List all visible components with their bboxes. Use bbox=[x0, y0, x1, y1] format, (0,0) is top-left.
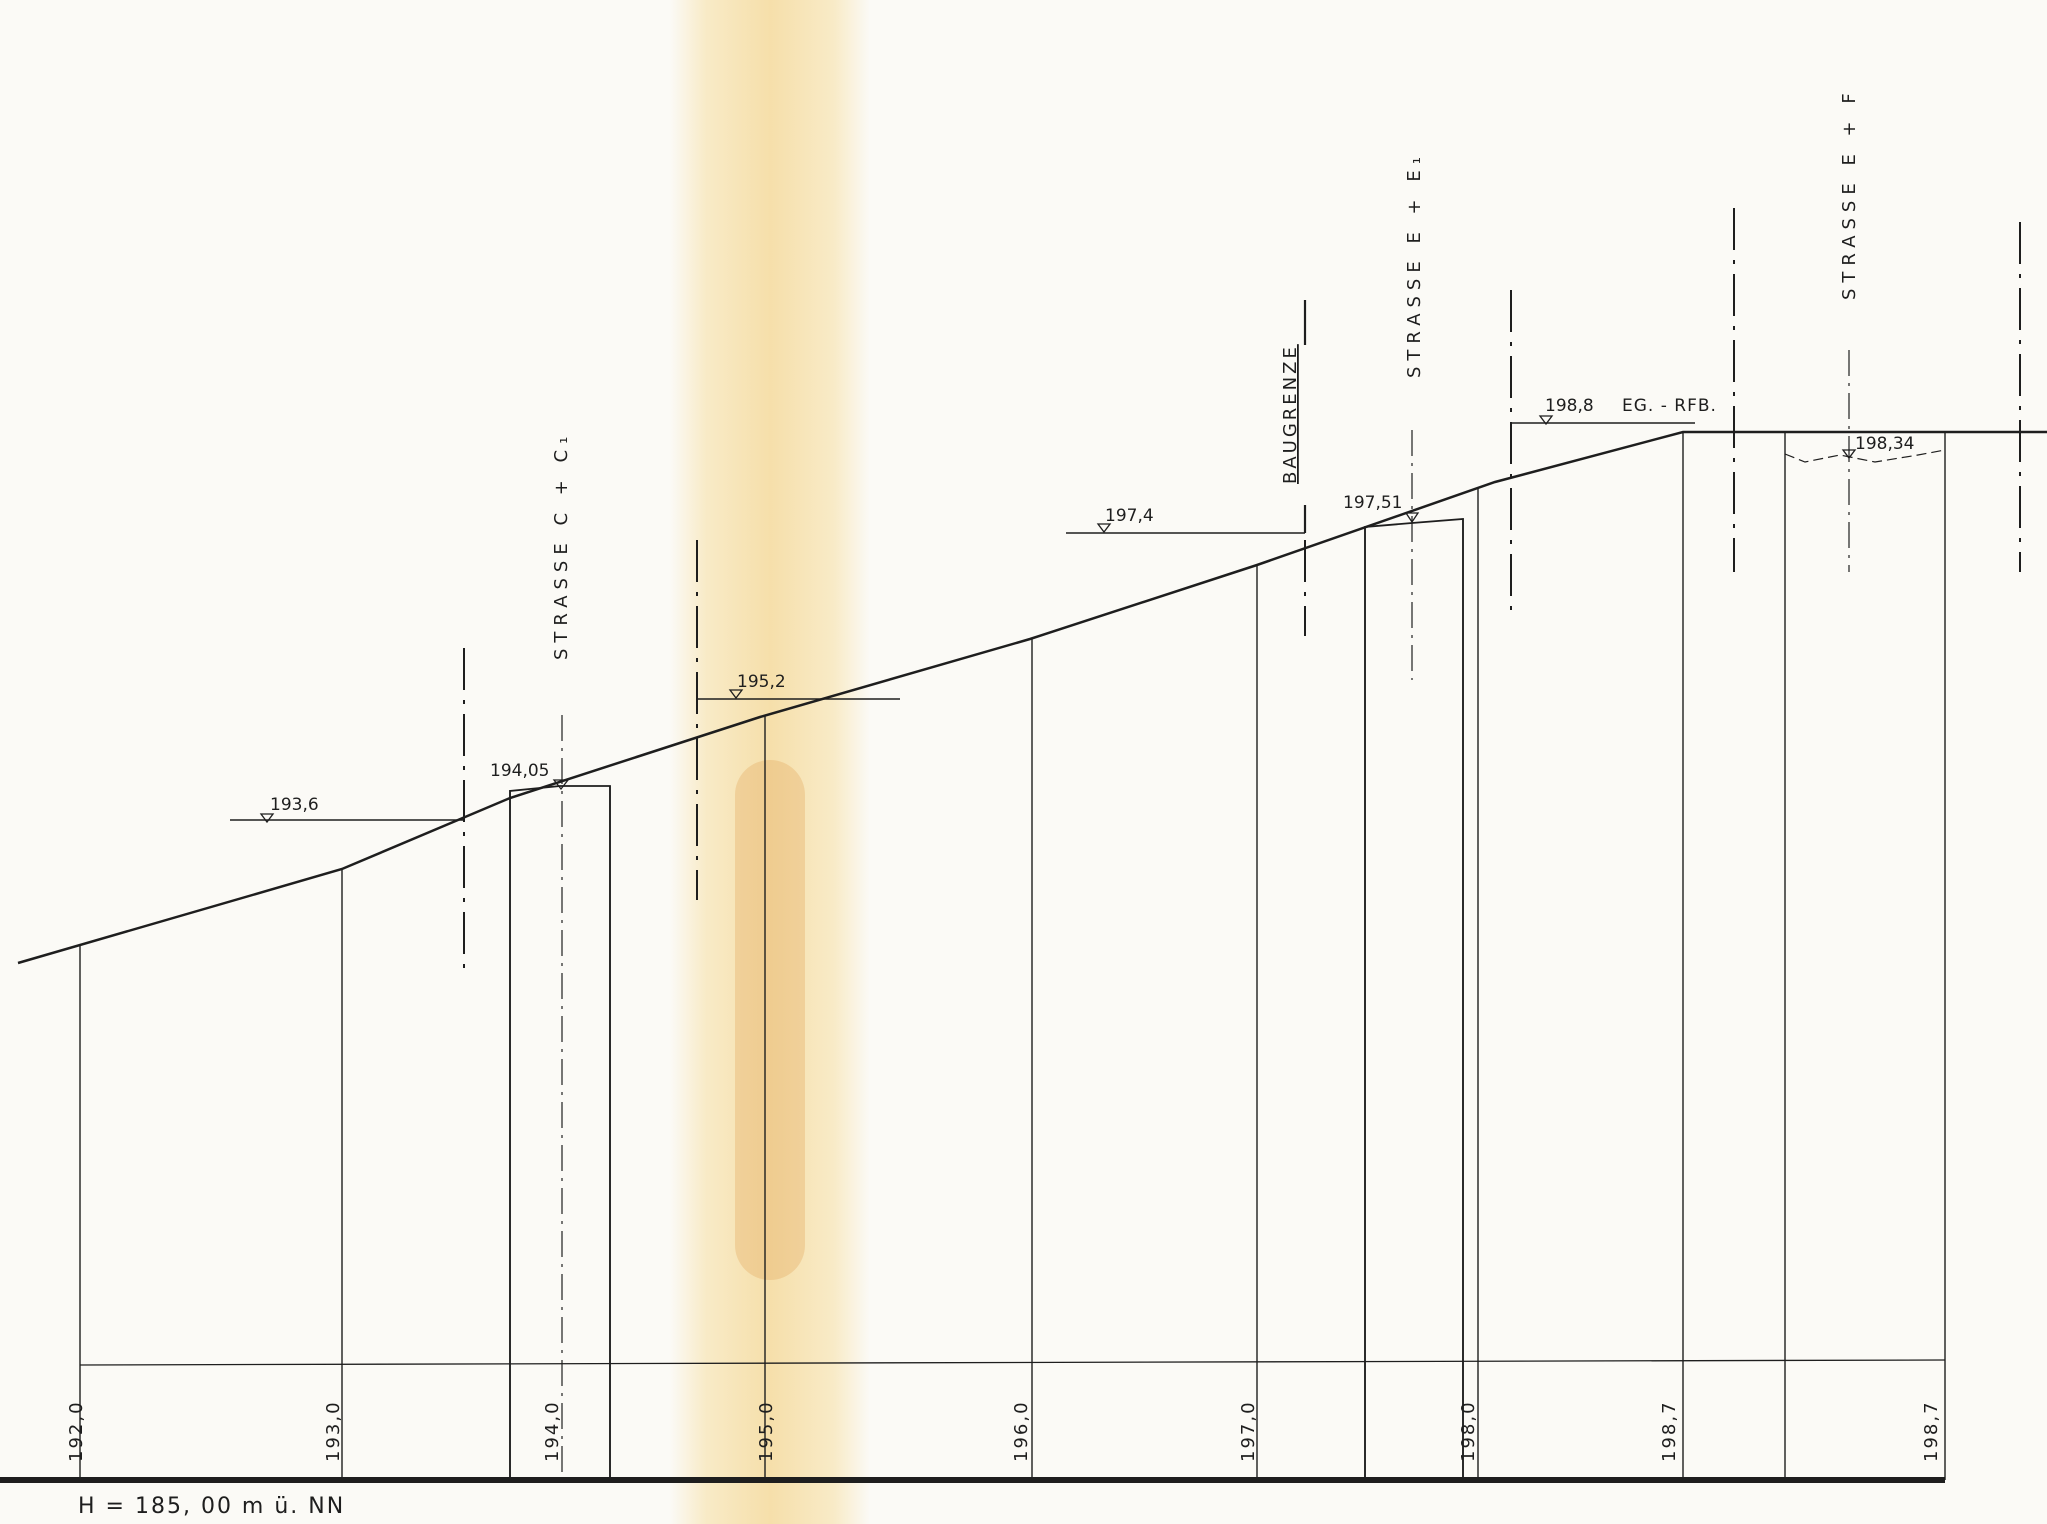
building-outline-e bbox=[1364, 518, 1464, 1480]
elevation-triangles bbox=[259, 415, 1857, 824]
elevation-label: 194,05 bbox=[490, 761, 549, 781]
road-surface-f bbox=[1784, 449, 1946, 463]
elevation-label: 197,51 bbox=[1343, 493, 1402, 513]
station-label: 198,7 bbox=[1921, 1400, 1942, 1462]
street-label-c: STRASSE C + C₁ bbox=[551, 431, 572, 660]
elevation-label: 197,4 bbox=[1105, 506, 1154, 526]
baugrenze-label: BAUGRENZE bbox=[1280, 344, 1301, 484]
street-label-e: STRASSE E + E₁ bbox=[1404, 151, 1425, 378]
station-label: 196,0 bbox=[1011, 1400, 1032, 1462]
elevation-label: 198,8 bbox=[1545, 396, 1594, 416]
station-label: 192,0 bbox=[66, 1400, 87, 1462]
station-label: 198,7 bbox=[1659, 1400, 1680, 1462]
paper-stain bbox=[670, 0, 870, 1524]
elevation-reference-lines bbox=[230, 422, 1695, 821]
station-label: 194,0 bbox=[542, 1400, 563, 1462]
elevation-label: 195,2 bbox=[737, 672, 786, 692]
paper-stain-core bbox=[735, 760, 805, 1280]
station-box-top bbox=[79, 1359, 1946, 1366]
floor-level-label: EG. - RFB. bbox=[1622, 396, 1717, 416]
elevation-label: 198,34 bbox=[1855, 434, 1914, 454]
station-verticals bbox=[79, 432, 1946, 1480]
street-axis-lines bbox=[561, 350, 1850, 1480]
station-label: 198,0 bbox=[1458, 1400, 1479, 1462]
building-outline-c bbox=[509, 785, 611, 1480]
station-label: 195,0 bbox=[756, 1400, 777, 1462]
station-label: 193,0 bbox=[323, 1400, 344, 1462]
terrain-profile-line bbox=[17, 430, 2047, 965]
elevation-label: 193,6 bbox=[270, 795, 319, 815]
station-label: 197,0 bbox=[1238, 1400, 1259, 1462]
street-centerlines bbox=[463, 208, 2021, 970]
datum-label: H = 185, 00 m ü. NN bbox=[78, 1494, 345, 1519]
street-label-f: STRASSE E + F bbox=[1839, 87, 1860, 300]
